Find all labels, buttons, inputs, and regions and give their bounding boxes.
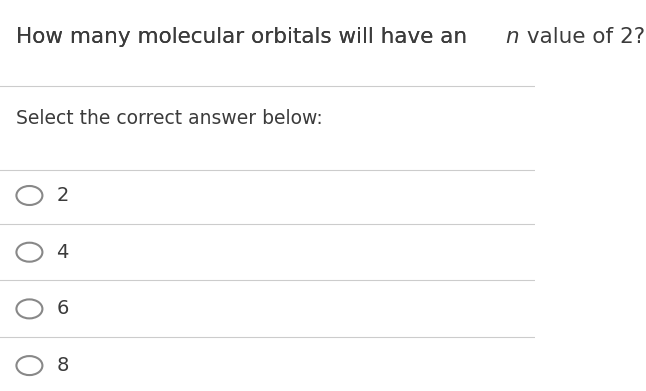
Text: value of 2?: value of 2? xyxy=(520,27,645,47)
Text: 8: 8 xyxy=(56,356,68,375)
Text: 6: 6 xyxy=(56,300,68,318)
Text: How many molecular orbitals will have an: How many molecular orbitals will have an xyxy=(16,27,474,47)
Text: 4: 4 xyxy=(56,243,68,262)
Text: 2: 2 xyxy=(56,186,68,205)
Text: How many molecular orbitals will have an: How many molecular orbitals will have an xyxy=(16,27,474,47)
Text: Select the correct answer below:: Select the correct answer below: xyxy=(16,109,323,129)
Text: n: n xyxy=(505,27,519,47)
